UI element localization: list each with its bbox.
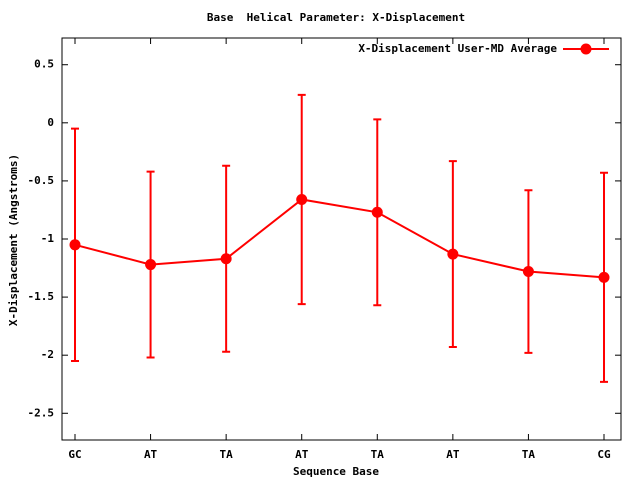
x-tick-label: TA [371,448,385,461]
data-point [296,193,308,205]
x-tick-label: TA [522,448,536,461]
data-line [74,198,605,279]
y-tick-label: -2 [41,348,54,361]
y-tick-label: -2.5 [28,406,55,419]
x-tick-label: CG [597,448,611,461]
y-tick-label: 0.5 [34,58,54,71]
x-tick-label: AT [144,448,158,461]
y-tick-label: -1 [41,232,55,245]
y-tick-label: -0.5 [28,174,55,187]
data-point [522,266,534,278]
y-tick-label: -1.5 [28,290,55,303]
y-axis-label: X-Displacement (Angstroms) [7,154,20,326]
data-point [447,248,459,260]
legend-label: X-Displacement User-MD Average [358,42,557,55]
x-tick-label: GC [68,448,81,461]
data-point [69,239,81,251]
x-tick-label: TA [220,448,234,461]
legend-marker [580,43,592,55]
chart-title: Base Helical Parameter: X-Displacement [207,11,465,24]
x-tick-label: AT [295,448,309,461]
data-point [220,253,232,265]
plot-frame [61,37,622,441]
x-tick-label: AT [446,448,460,461]
y-tick-label: 0 [47,116,54,129]
data-point [145,259,157,271]
data-point [598,271,610,283]
data-point [371,206,383,218]
x-axis-label: Sequence Base [293,465,379,478]
